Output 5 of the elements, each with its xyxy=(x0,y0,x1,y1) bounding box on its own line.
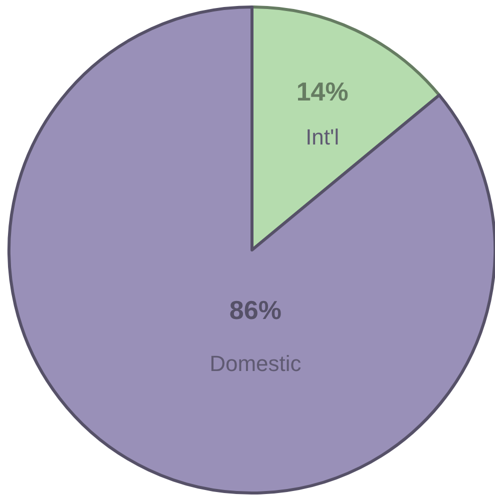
data-label: 86% xyxy=(229,294,282,325)
slice-label: Int'l xyxy=(306,124,340,150)
data-label: 14% xyxy=(296,76,348,106)
pie-slice xyxy=(8,6,495,494)
slice-label: Domestic xyxy=(210,350,302,376)
